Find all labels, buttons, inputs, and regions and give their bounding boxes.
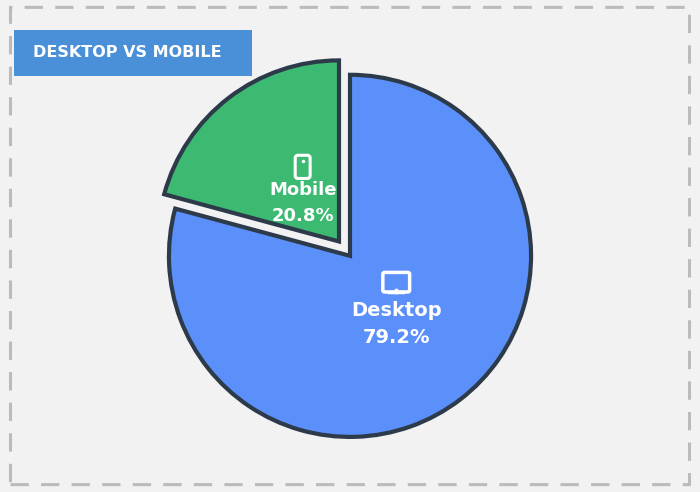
Wedge shape <box>169 75 531 437</box>
Text: 20.8%: 20.8% <box>272 207 334 225</box>
Text: 79.2%: 79.2% <box>363 329 430 347</box>
Wedge shape <box>164 61 339 242</box>
Text: Mobile: Mobile <box>269 182 337 199</box>
Text: DESKTOP VS MOBILE: DESKTOP VS MOBILE <box>33 45 222 61</box>
Text: Desktop: Desktop <box>351 301 442 320</box>
